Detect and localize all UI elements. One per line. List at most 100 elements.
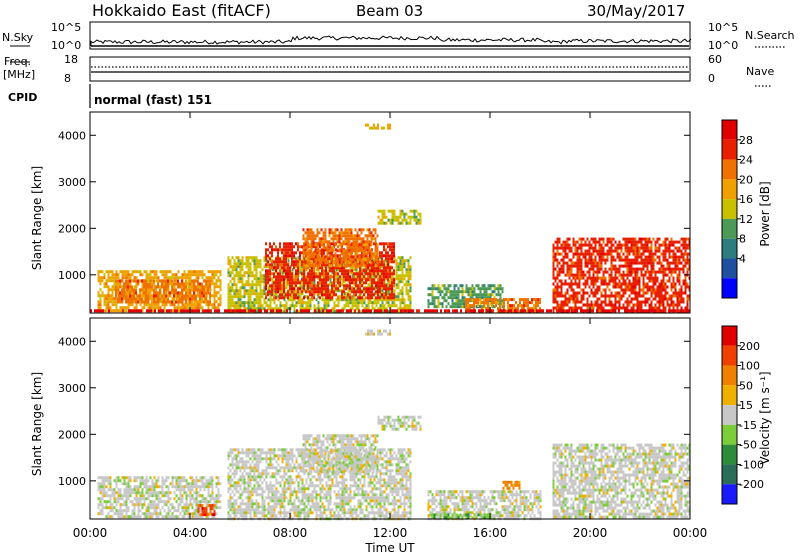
power-cell-r9 [622,279,625,283]
power-cell-r3 [337,245,339,249]
power-cell-r2 [361,274,364,278]
power-cell-r1 [129,300,131,304]
power-cell-r7 [479,298,481,302]
power-cell-r3 [375,296,377,300]
power-cell-r1 [137,282,139,286]
power-cell-r2 [337,283,340,287]
power-cell-r8 [580,273,583,277]
power-cell-r9 [684,282,687,286]
power-cell-r6 [441,296,444,300]
power-cell-r8 [594,276,597,280]
power-cell-r9 [624,279,627,283]
power-cell-r8 [590,258,593,262]
power-cell-r4 [320,243,323,247]
power-cell-r3 [341,296,343,300]
power-cell-r2 [367,307,370,311]
power-cell-r1 [137,279,139,283]
power-cell-r2 [363,307,366,311]
power-cell-r2 [257,304,260,308]
power-cell-r4 [344,231,347,235]
power-cell-r9 [586,279,589,283]
power-cell-r9 [642,282,645,286]
power-cell-r2 [263,283,266,287]
power-cell-r3 [301,263,303,267]
power-cell-r6 [445,299,448,303]
nsky-tick-top: 10^5 [51,21,81,34]
power-cell-r2 [307,307,310,311]
power-cell-r3 [327,278,329,282]
power-cell-r1 [141,279,143,283]
power-cell-r2 [235,301,238,305]
power-cell-r6 [453,287,456,291]
power-cell-r0 [207,306,210,310]
power-cell-r2 [273,301,276,305]
power-cell-r9 [566,282,569,286]
power-cell-r2 [295,304,298,308]
power-cell-r8 [650,255,653,259]
power-cell-r2 [305,268,308,272]
power-cell-r2 [277,295,280,299]
power-cell-r2 [261,268,264,272]
power-cell-r8 [630,270,633,274]
power-cell-r4 [308,243,311,247]
power-cell-r1 [151,300,153,304]
power-cell-r9 [622,294,625,298]
power-cell-r3 [349,275,351,279]
power-cell-r7 [539,307,541,311]
power-cell-r1 [181,282,183,286]
power-cell-r4 [350,246,353,250]
power-cell-r8 [648,237,651,241]
power-cell-r8 [554,240,557,244]
power-cell-r7 [513,304,515,308]
power-cell-r1 [201,285,203,289]
power-cell-r3 [283,284,285,288]
power-cell-r2 [281,310,284,314]
power-cell-r3 [325,296,327,300]
power-cell-r2 [391,298,394,302]
power-cell-r9 [626,288,629,292]
power-cell-r3 [275,245,277,249]
power-cell-r3 [359,269,361,273]
power-cell-r8 [592,273,595,277]
power-cell-r1 [181,300,183,304]
power-cell-r8 [628,249,631,253]
power-cell-r8 [634,252,637,256]
power-cell-r9 [604,279,607,283]
power-cell-r2 [295,289,298,293]
power-cell-r0 [107,297,110,301]
power-cell-r8 [592,237,595,241]
power-cell-r2 [383,298,386,302]
power-cell-r0 [115,300,118,304]
power-cell-r0 [129,273,132,277]
power-cell-r4 [352,249,355,253]
power-cell-r6 [499,284,502,288]
power-cell-r2 [407,271,410,275]
power-cell-r8 [624,237,627,241]
power-cell-r9 [620,285,623,289]
power-cell-r9 [652,291,655,295]
power-cell-r1 [145,300,147,304]
power-cell-r0 [121,285,124,289]
power-cell-r9 [600,300,603,304]
power-cell-r3 [271,260,273,264]
power-cell-r3 [281,287,283,291]
power-cell-r1 [189,282,191,286]
power-cell-r8 [684,264,687,268]
power-cell-r2 [255,277,258,281]
power-cell-r3 [373,281,375,285]
power-cell-r9 [590,288,593,292]
power-cell-r10 [166,309,168,313]
power-cell-r4 [376,258,379,262]
power-cell-r1 [199,297,201,301]
power-cell-r3 [313,296,315,300]
power-cell-r0 [125,309,128,313]
power-cell-r7 [537,301,539,305]
power-cell-r3 [333,281,335,285]
power-cell-r4 [348,228,351,232]
power-cell-r0 [209,270,212,274]
power-cell-r9 [568,294,571,298]
power-cell-r3 [303,266,305,270]
power-cell-r5 [409,209,412,213]
power-cell-r10 [102,309,104,313]
power-cell-r0 [107,270,110,274]
